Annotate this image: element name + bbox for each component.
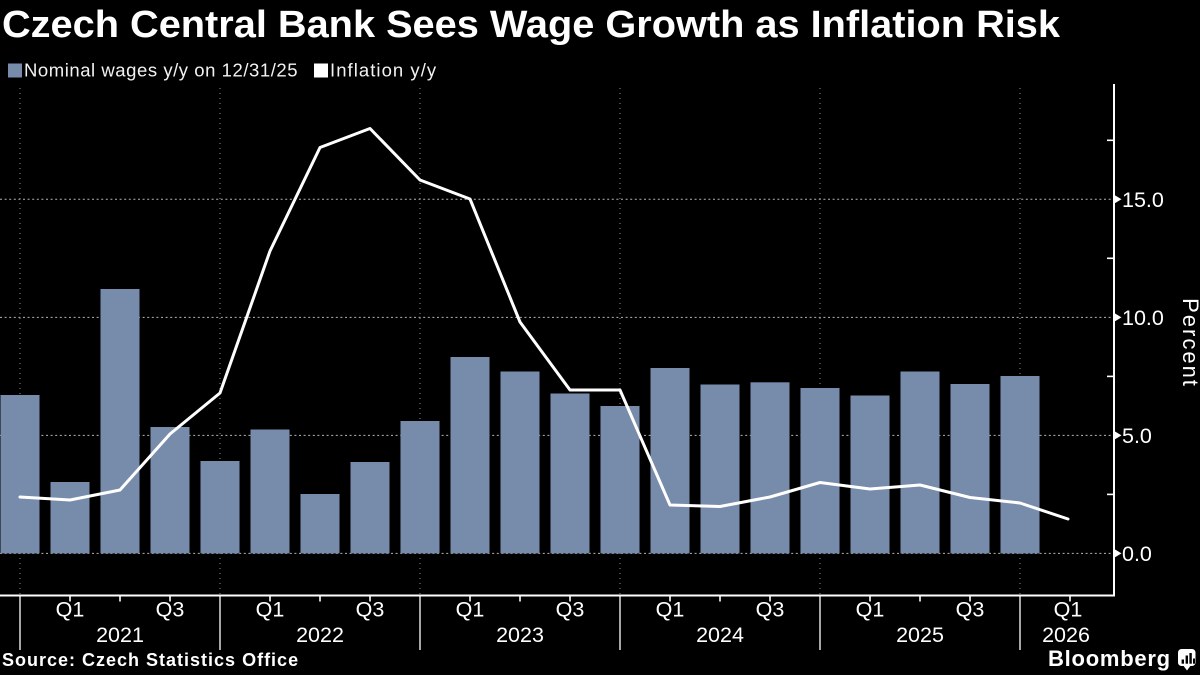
svg-text:Q3: Q3 <box>756 598 785 622</box>
svg-text:Czech Central Bank Sees Wage G: Czech Central Bank Sees Wage Growth as I… <box>2 4 1061 46</box>
svg-text:2026: 2026 <box>1042 623 1090 647</box>
svg-text:2021: 2021 <box>96 623 144 647</box>
svg-text:Q3: Q3 <box>156 598 185 622</box>
svg-text:5.0: 5.0 <box>1122 424 1152 448</box>
svg-text:Source: Czech Statistics Offic: Source: Czech Statistics Office <box>2 650 299 670</box>
svg-text:Q1: Q1 <box>656 598 685 622</box>
svg-text:2022: 2022 <box>296 623 344 647</box>
svg-text:Q1: Q1 <box>1054 598 1083 622</box>
svg-text:2025: 2025 <box>896 623 944 647</box>
svg-text:Bloomberg: Bloomberg <box>1048 646 1171 671</box>
svg-text:2024: 2024 <box>696 623 744 647</box>
svg-text:Q1: Q1 <box>256 598 285 622</box>
svg-text:Q3: Q3 <box>356 598 385 622</box>
svg-text:2023: 2023 <box>496 623 544 647</box>
svg-text:Inflation y/y: Inflation y/y <box>330 60 437 81</box>
svg-text:15.0: 15.0 <box>1122 188 1164 212</box>
svg-text:0.0: 0.0 <box>1122 542 1152 566</box>
svg-text:Q1: Q1 <box>456 598 485 622</box>
svg-text:Q3: Q3 <box>956 598 985 622</box>
svg-text:Percent: Percent <box>1178 298 1200 388</box>
svg-text:10.0: 10.0 <box>1122 306 1164 330</box>
svg-text:Q1: Q1 <box>856 598 885 622</box>
svg-text:Q3: Q3 <box>556 598 585 622</box>
svg-text:Nominal wages y/y on 12/31/25: Nominal wages y/y on 12/31/25 <box>24 60 298 81</box>
svg-text:Q1: Q1 <box>56 598 85 622</box>
